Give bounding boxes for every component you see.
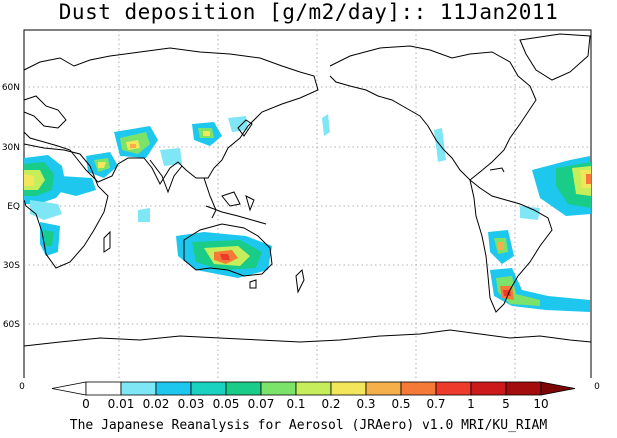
lat-label-60n: 60N xyxy=(2,83,20,93)
colorbar-box xyxy=(190,381,227,396)
colorbar-box xyxy=(365,381,402,396)
colorbar-box xyxy=(435,381,472,396)
colorbar-box xyxy=(120,381,157,396)
coast-south-america xyxy=(469,178,553,313)
colorbar-label: 1 xyxy=(467,397,475,411)
credit-line: The Japanese Reanalysis for Aerosol (JRA… xyxy=(69,418,548,433)
colorbar-arrow-high xyxy=(540,381,576,396)
edge-label-right: 0 xyxy=(594,382,600,392)
colorbar-label: 0.5 xyxy=(391,397,410,411)
coast-africa xyxy=(23,143,109,269)
color-legend: 0 0 0 0.01 0.02 0.03 0.05 0.07 0.1 0.2 0.3 0.5 0.7… xyxy=(19,381,600,411)
dust-deposition-map: 60N 30N EQ 30S 60S xyxy=(2,29,592,378)
coast-antarctica xyxy=(23,329,592,347)
colorbar-label: 0.1 xyxy=(286,397,305,411)
edge-label-left: 0 xyxy=(19,382,25,392)
colorbar-label: 5 xyxy=(502,397,510,411)
colorbar-box xyxy=(295,381,332,396)
map-frame xyxy=(23,29,592,378)
colorbar-label: 0.07 xyxy=(248,397,275,411)
colorbar-label: 0.7 xyxy=(426,397,445,411)
coast-north-america xyxy=(329,45,537,181)
colorbar-box xyxy=(85,381,122,396)
colorbar-arrow-low xyxy=(51,381,87,396)
colorbar-label: 0.01 xyxy=(108,397,135,411)
coast-australia xyxy=(183,223,273,277)
colorbar-label: 0.02 xyxy=(143,397,170,411)
colorbar-label: 0.3 xyxy=(356,397,375,411)
colorbar-box xyxy=(470,381,507,396)
colorbar-box xyxy=(330,381,367,396)
lat-label-30s: 30S xyxy=(3,261,20,271)
lat-label-60s: 60S xyxy=(3,320,20,330)
colorbar-box xyxy=(260,381,297,396)
coastlines xyxy=(23,33,592,347)
colorbar-box xyxy=(400,381,437,396)
colorbar-box xyxy=(225,381,262,396)
colorbar-label: 0.2 xyxy=(321,397,340,411)
colorbar-label: 0 xyxy=(82,397,90,411)
map-title: Dust deposition [g/m2/day]:: 11Jan2011 xyxy=(58,0,559,24)
colorbar-label: 0.05 xyxy=(213,397,240,411)
colorbar-labels: 0 0.01 0.02 0.03 0.05 0.07 0.1 0.2 0.3 0.5 0.7 1 5 10 xyxy=(82,397,548,411)
colorbar-box xyxy=(505,381,542,396)
colorbar-box xyxy=(155,381,192,396)
lat-label-eq: EQ xyxy=(7,202,20,212)
colorbar-label: 0.03 xyxy=(178,397,205,411)
colorbar-label: 10 xyxy=(533,397,548,411)
dust-field xyxy=(24,114,591,312)
colorbar-boxes xyxy=(51,381,576,396)
lat-label-30n: 30N xyxy=(2,143,20,153)
